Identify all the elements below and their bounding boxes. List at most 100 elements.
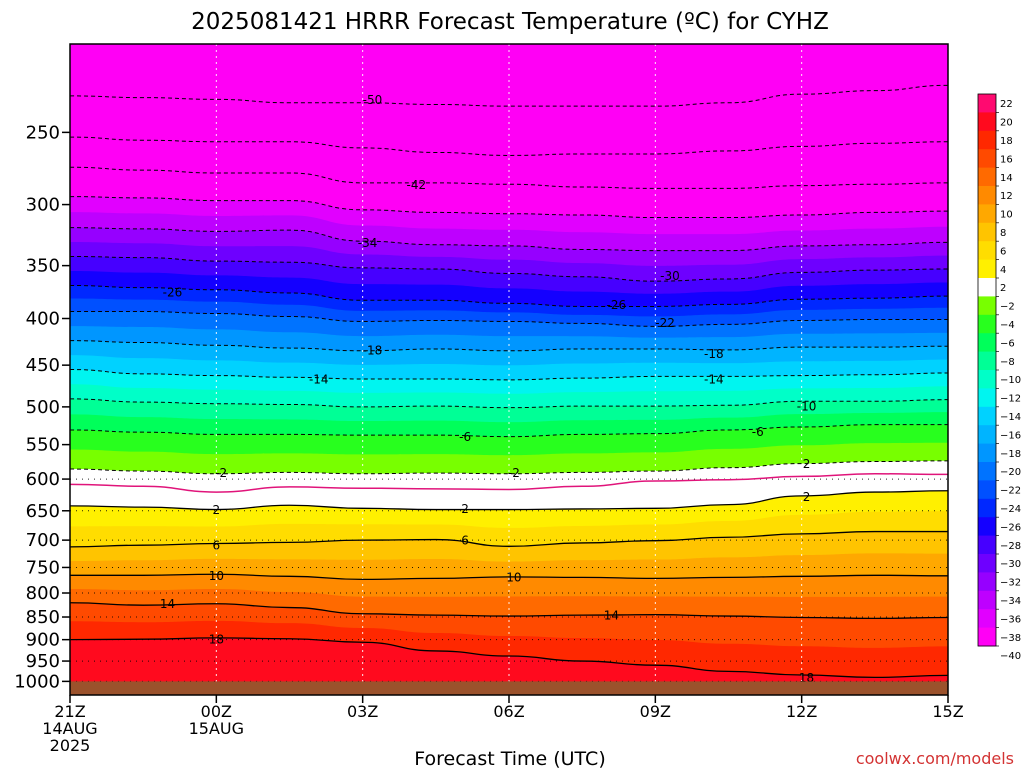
x-tick-label: 12Z <box>786 702 817 721</box>
isotherm-line <box>69 637 949 679</box>
contour-label: 6 <box>461 534 469 548</box>
x-axis-label: Forecast Time (UTC) <box>414 748 605 768</box>
x-tick-label: 03Z <box>347 702 378 721</box>
colorbar-label: −28 <box>1000 541 1021 552</box>
colorbar-swatch <box>978 406 996 426</box>
colorbar-label: −12 <box>1000 394 1021 405</box>
x-tick-label: 2025 <box>50 736 91 755</box>
contour-label: -22 <box>655 316 675 330</box>
contour-label: -18 <box>363 343 383 357</box>
contour-label: 2 <box>803 457 811 471</box>
colorbar-label: 6 <box>1000 246 1006 257</box>
y-tick-label: 850 <box>26 607 60 628</box>
colorbar-swatch <box>978 259 996 279</box>
colorbar-label: −14 <box>1000 412 1021 423</box>
colorbar-swatch <box>978 241 996 261</box>
x-tick-label: 09Z <box>640 702 671 721</box>
colorbar-label: −16 <box>1000 430 1021 441</box>
colorbar-label: −6 <box>1000 338 1015 349</box>
colorbar-swatch <box>978 462 996 481</box>
colorbar-label: −22 <box>1000 486 1021 497</box>
contour-label: 2 <box>803 490 811 504</box>
y-tick-label: 950 <box>26 651 60 672</box>
colorbar-legend: 22 20 18 16 14 12 10 8 6 4 2 −2 −4 −6 −8 −10 −12 −14 −16 −1… <box>977 93 1021 662</box>
colorbar-label: −38 <box>1000 633 1021 644</box>
y-tick-label: 250 <box>26 122 60 143</box>
colorbar-swatch <box>978 535 996 555</box>
colorbar-swatch <box>978 130 996 150</box>
colorbar-swatch <box>978 609 996 629</box>
colorbar-label: −24 <box>1000 504 1021 515</box>
colorbar-swatch <box>978 351 996 371</box>
colorbar-swatch <box>978 480 996 500</box>
temperature-band <box>70 637 948 695</box>
contour-label: -14 <box>309 372 329 386</box>
contour-label: -18 <box>704 347 724 361</box>
colorbar-swatch <box>978 186 996 205</box>
colorbar-swatch <box>978 590 996 610</box>
y-tick-label: 500 <box>26 397 60 418</box>
contour-label: 14 <box>160 597 175 611</box>
colorbar-label: −18 <box>1000 449 1021 460</box>
y-tick-label: 650 <box>26 501 60 522</box>
colorbar-label: −30 <box>1000 559 1021 570</box>
colorbar-label: 16 <box>1000 154 1013 165</box>
colorbar-swatch <box>978 517 996 537</box>
colorbar-label: −10 <box>1000 375 1021 386</box>
isotherm-line <box>69 602 949 620</box>
contour-label: -26 <box>163 285 183 299</box>
contour-label: -50 <box>363 93 383 107</box>
colorbar-swatch <box>978 627 996 647</box>
colorbar-swatch <box>978 278 996 297</box>
colorbar-swatch <box>978 222 996 242</box>
chart-title: 2025081421 HRRR Forecast Temperature (ºC… <box>191 9 829 35</box>
colorbar-swatch <box>978 554 996 573</box>
colorbar-label: −32 <box>1000 578 1021 589</box>
contour-label: -10 <box>797 400 817 414</box>
colorbar-label: 22 <box>1000 99 1013 110</box>
colorbar-swatch <box>978 314 996 334</box>
colorbar-swatch <box>978 572 996 592</box>
y-tick-label: 750 <box>26 557 60 578</box>
contour-label: -6 <box>752 425 764 439</box>
credit-text: coolwx.com/models <box>856 749 1014 768</box>
colorbar-label: 12 <box>1000 191 1013 202</box>
y-tick-label: 450 <box>26 355 60 376</box>
contour-label: -42 <box>407 178 427 192</box>
x-tick-label: 21Z <box>54 702 85 721</box>
colorbar-swatch <box>978 94 996 113</box>
isotherm-line <box>69 490 949 511</box>
colorbar-swatch <box>978 388 996 408</box>
colorbar-label: −20 <box>1000 467 1021 478</box>
x-tick-label: 14AUG <box>42 719 97 738</box>
y-tick-label: 1000 <box>14 671 60 692</box>
y-tick-label: 600 <box>26 469 60 490</box>
colorbar-swatch <box>978 296 996 316</box>
contour-label: 18 <box>209 632 224 646</box>
plot-area: -50-42-34-30-26-26-22-18 -18-14 -14-10-6 -6… <box>69 43 949 696</box>
y-tick-label: 900 <box>26 630 60 651</box>
colorbar-label: −2 <box>1000 302 1015 313</box>
contour-label: -30 <box>660 269 680 283</box>
y-axis: 2503003504004505005506006507007508008509… <box>14 122 70 692</box>
y-tick-label: 350 <box>26 256 60 277</box>
freezing-band <box>70 460 948 510</box>
contour-label: -6 <box>459 430 471 444</box>
y-tick-label: 700 <box>26 530 60 551</box>
colorbar-swatch <box>978 149 996 169</box>
contour-label: -2 <box>215 466 227 480</box>
colorbar-label: 2 <box>1000 283 1006 294</box>
y-tick-label: 800 <box>26 583 60 604</box>
colorbar-label: 20 <box>1000 118 1013 129</box>
colorbar-swatch <box>978 112 996 132</box>
colorbar-label: −8 <box>1000 357 1015 368</box>
colorbar-swatch <box>978 370 996 389</box>
x-tick-label: 06Z <box>493 702 524 721</box>
zero-isotherm-line <box>69 473 949 493</box>
y-tick-label: 300 <box>26 195 60 216</box>
x-tick-label: 15AUG <box>189 719 244 738</box>
colorbar-label: 10 <box>1000 210 1013 221</box>
contour-label: 14 <box>604 609 619 623</box>
